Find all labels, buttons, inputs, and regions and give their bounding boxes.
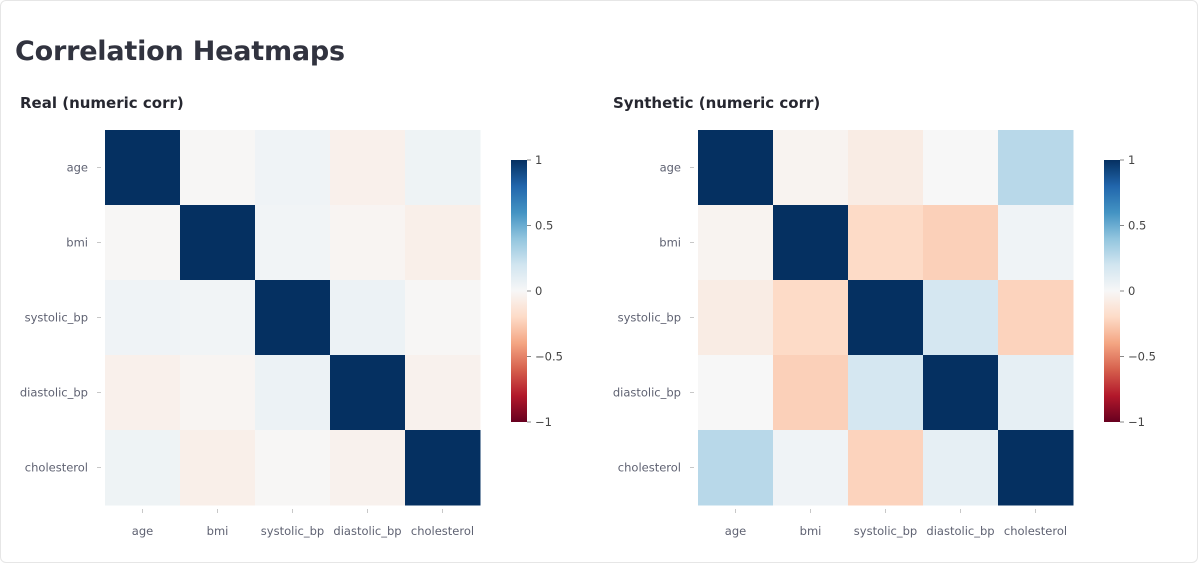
heatmap-cell[interactable] — [773, 280, 849, 356]
heatmap-cell[interactable] — [105, 130, 181, 206]
heatmap-cell[interactable] — [180, 205, 256, 281]
colorbar-tick-label: 0.5 — [1128, 219, 1146, 233]
heatmap-cell[interactable] — [255, 130, 331, 206]
x-tick-label: cholesterol — [1004, 524, 1067, 538]
heatmap-cell[interactable] — [180, 355, 256, 431]
heatmap-cell[interactable] — [330, 355, 406, 431]
heatmap-cell[interactable] — [773, 205, 849, 281]
colorbar-tick-label: 1 — [535, 153, 542, 167]
heatmap-cell[interactable] — [923, 130, 999, 206]
x-tick-label: bmi — [800, 524, 822, 538]
y-tick-label: diastolic_bp — [613, 386, 681, 400]
heatmap-cell[interactable] — [255, 430, 331, 506]
heatmap-cell[interactable] — [255, 205, 331, 281]
x-tick-label: bmi — [207, 524, 229, 538]
heatmap-cell[interactable] — [180, 280, 256, 356]
heatmap-cell[interactable] — [848, 205, 924, 281]
heatmap-cell[interactable] — [330, 280, 406, 356]
x-tick-label: systolic_bp — [261, 524, 324, 538]
colorbar-tick-label: 1 — [1128, 153, 1135, 167]
heatmap-cell[interactable] — [773, 430, 849, 506]
heatmap-cell[interactable] — [998, 280, 1074, 356]
heatmap-cell[interactable] — [698, 205, 774, 281]
y-tick-label: bmi — [659, 236, 681, 250]
y-tick-label: bmi — [66, 236, 88, 250]
heatmap-cell[interactable] — [923, 280, 999, 356]
heatmap-cell[interactable] — [180, 130, 256, 206]
colorbar-tick-label: 0 — [1128, 284, 1135, 298]
heatmap-cell[interactable] — [330, 430, 406, 506]
heatmap-synthetic[interactable]: age bmi systolic_bp diastolic_bp cholesterol… — [593, 0, 1193, 565]
heatmap-title-synthetic: Synthetic (numeric corr) — [613, 94, 821, 112]
heatmap-cell[interactable] — [405, 355, 481, 431]
y-tick-label: age — [67, 161, 88, 175]
colorbar-tick-label: −0.5 — [535, 350, 563, 364]
x-tick-label: systolic_bp — [854, 524, 917, 538]
heatmap-cell[interactable] — [848, 130, 924, 206]
heatmap-cell[interactable] — [405, 280, 481, 356]
heatmap-cell[interactable] — [698, 280, 774, 356]
heatmap-cell[interactable] — [405, 130, 481, 206]
heatmap-cell[interactable] — [848, 355, 924, 431]
heatmap-cell[interactable] — [698, 130, 774, 206]
heatmap-cell[interactable] — [848, 430, 924, 506]
y-tick-label: age — [660, 161, 681, 175]
heatmap-cell[interactable] — [773, 130, 849, 206]
heatmap-cell[interactable] — [255, 280, 331, 356]
heatmap-title-real: Real (numeric corr) — [20, 94, 184, 112]
x-tick-label: cholesterol — [411, 524, 474, 538]
page-title: Correlation Heatmaps — [15, 36, 345, 67]
x-tick-label: age — [132, 524, 153, 538]
x-tick-label: diastolic_bp — [333, 524, 401, 538]
heatmap-cell[interactable] — [998, 130, 1074, 206]
heatmap-cell[interactable] — [848, 280, 924, 356]
colorbar-tick-label: 0 — [535, 284, 542, 298]
heatmap-cell[interactable] — [105, 205, 181, 281]
heatmap-cell[interactable] — [405, 430, 481, 506]
x-tick-label: age — [725, 524, 746, 538]
heatmap-cell[interactable] — [105, 280, 181, 356]
heatmap-cell[interactable] — [180, 430, 256, 506]
heatmap-cell[interactable] — [330, 205, 406, 281]
heatmap-cell[interactable] — [255, 355, 331, 431]
heatmap-cell[interactable] — [923, 355, 999, 431]
heatmap-cell[interactable] — [698, 430, 774, 506]
heatmap-cell[interactable] — [698, 355, 774, 431]
y-tick-label: systolic_bp — [618, 311, 681, 325]
colorbar-tick-label: −0.5 — [1128, 350, 1156, 364]
colorbar — [1104, 160, 1120, 422]
heatmap-cell[interactable] — [330, 130, 406, 206]
heatmap-cell[interactable] — [998, 355, 1074, 431]
heatmap-cell[interactable] — [105, 355, 181, 431]
colorbar — [511, 160, 527, 422]
colorbar-tick-label: −1 — [535, 415, 552, 429]
y-tick-label: cholesterol — [25, 461, 88, 475]
heatmap-cell[interactable] — [773, 355, 849, 431]
colorbar-tick-label: −1 — [1128, 415, 1145, 429]
y-tick-label: cholesterol — [618, 461, 681, 475]
x-tick-label: diastolic_bp — [926, 524, 994, 538]
y-tick-label: diastolic_bp — [20, 386, 88, 400]
heatmap-cell[interactable] — [105, 430, 181, 506]
heatmap-cell[interactable] — [405, 205, 481, 281]
heatmap-cell[interactable] — [998, 205, 1074, 281]
heatmap-cell[interactable] — [998, 430, 1074, 506]
heatmap-cell[interactable] — [923, 205, 999, 281]
colorbar-tick-label: 0.5 — [535, 219, 553, 233]
heatmap-cell[interactable] — [923, 430, 999, 506]
y-tick-label: systolic_bp — [25, 311, 88, 325]
heatmap-real[interactable]: age bmi systolic_bp diastolic_bp cholesterol… — [0, 0, 600, 565]
